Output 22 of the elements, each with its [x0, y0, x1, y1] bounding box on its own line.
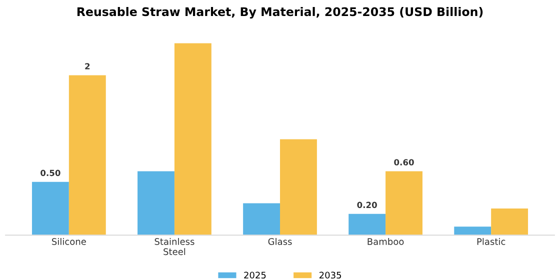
bar: [243, 203, 280, 236]
data-label: 0.60: [394, 159, 414, 166]
bar: [491, 208, 528, 236]
bar: [280, 139, 317, 236]
x-tick-label: Bamboo: [368, 238, 404, 245]
x-tick-label: Glass: [268, 238, 292, 245]
bar: [138, 171, 174, 236]
chart-title: Reusable Straw Market, By Material, 2025-2035 (USD Billion): [77, 7, 483, 19]
bar: [454, 226, 492, 236]
legend-label: 2025: [244, 272, 266, 279]
bar: [386, 171, 422, 236]
bar: [68, 75, 106, 236]
bar: [348, 214, 386, 236]
data-label: 2: [85, 63, 90, 70]
bar: [174, 43, 212, 236]
x-tick-label: Stainless Steel: [154, 238, 194, 256]
bar: [32, 182, 69, 236]
x-tick-label: Plastic: [477, 238, 506, 245]
legend-label: 2035: [319, 272, 342, 279]
data-label: 0.20: [357, 202, 377, 208]
x-tick-label: Silicone: [52, 238, 86, 245]
data-label: 0.50: [40, 170, 60, 176]
